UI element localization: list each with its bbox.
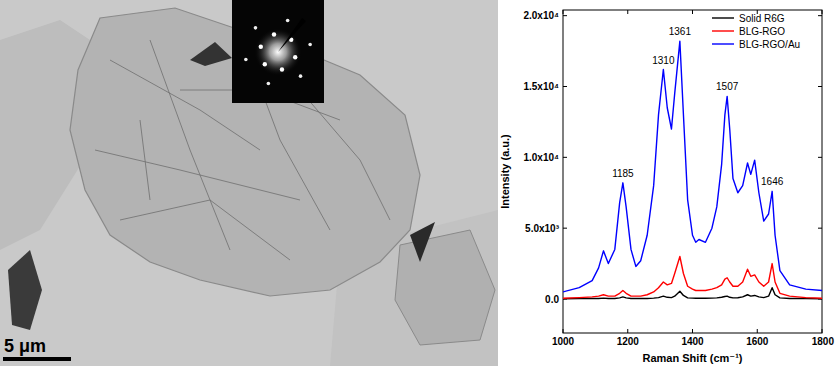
annotations: 1185 1310 1361 1507 1646: [612, 26, 784, 187]
wrinkle: [150, 40, 230, 250]
wrinkle: [120, 200, 290, 260]
micrograph: 5 μm: [0, 0, 498, 366]
inset-background: [232, 0, 324, 103]
y-tick: [818, 86, 822, 87]
peak-label: 1646: [761, 176, 784, 187]
series-line: [563, 41, 822, 292]
flake: [8, 250, 42, 330]
diffraction-spot: [272, 32, 276, 36]
peak-label: 1507: [716, 81, 739, 92]
legend-label: Solid R6G: [739, 13, 785, 24]
y-tick: [563, 15, 567, 16]
peak-label: 1310: [652, 55, 675, 66]
series-line: [563, 257, 822, 299]
diffraction-spot: [244, 58, 248, 62]
wrinkle: [140, 120, 150, 200]
x-tick: [822, 329, 823, 333]
wrinkle: [95, 150, 300, 200]
axes: 1000 1200 1400 1600 1800 0.0 5.0x10³ 1.0x10⁴ 1.5…: [499, 10, 834, 364]
x-tick: [627, 329, 628, 333]
x-tick: [692, 329, 693, 333]
spacer: [0, 0, 1, 1]
x-tick-label: 1600: [746, 336, 769, 347]
y-tick: [563, 228, 567, 229]
y-axis-title: Intensity (a.u.): [499, 134, 511, 209]
diffraction-spot: [293, 55, 297, 59]
figure: 5 μm 1000 1200 1400 1600 1800 0.0 5.0x10³ 1.0x10…: [0, 0, 837, 366]
wrinkle: [300, 90, 390, 220]
y-tick: [818, 228, 822, 229]
beam-stop: [278, 18, 306, 52]
x-tick: [692, 10, 693, 14]
scale-bar-label: 5 μm: [4, 336, 46, 356]
legend-swatch: [712, 43, 734, 44]
legend-swatch: [712, 17, 734, 18]
diffraction-spot: [299, 74, 303, 78]
legend-label: BLG-RGO: [739, 26, 785, 37]
diffraction-spot: [308, 43, 312, 47]
x-tick: [822, 10, 823, 14]
y-tick-label: 5.0x10³: [525, 223, 560, 234]
x-tick: [563, 10, 564, 14]
diffraction-spot: [267, 82, 271, 86]
diffraction-spot: [259, 44, 263, 48]
y-tick: [818, 15, 822, 16]
y-tick-label: 2.0x10⁴: [523, 10, 559, 21]
fold: [190, 42, 232, 66]
x-tick: [563, 329, 564, 333]
x-tick-label: 1400: [681, 336, 704, 347]
x-tick-label: 1800: [812, 336, 835, 347]
y-tick-label: 1.0x10⁴: [523, 152, 559, 163]
peak-label: 1361: [669, 26, 692, 37]
x-tick: [757, 329, 758, 333]
saed-inset: [232, 0, 324, 103]
diffraction-spot: [263, 62, 267, 66]
y-tick: [563, 86, 567, 87]
plot-area: [563, 41, 822, 299]
diffraction-spot: [280, 67, 284, 71]
legend: Solid R6G BLG-RGO BLG-RGO/Au: [712, 13, 800, 50]
flake: [395, 230, 495, 345]
diffraction-spot: [254, 26, 258, 30]
scale-bar: [3, 357, 71, 361]
peak-label: 1185: [612, 168, 634, 179]
y-tick: [563, 157, 567, 158]
x-axis-title: Raman Shift (cm⁻¹): [643, 352, 743, 364]
x-tick-label: 1200: [617, 336, 640, 347]
legend-label: BLG-RGO/Au: [739, 39, 800, 50]
y-tick: [818, 157, 822, 158]
plot-frame: [563, 10, 822, 333]
diffraction-spot: [286, 19, 290, 23]
fold: [410, 222, 435, 262]
x-tick-label: 1000: [552, 336, 575, 347]
x-tick: [627, 10, 628, 14]
legend-swatch: [712, 30, 734, 31]
micrograph-background: [0, 0, 498, 366]
y-tick-label: 1.5x10⁴: [523, 81, 559, 92]
y-tick-label: 0.0: [545, 294, 559, 305]
